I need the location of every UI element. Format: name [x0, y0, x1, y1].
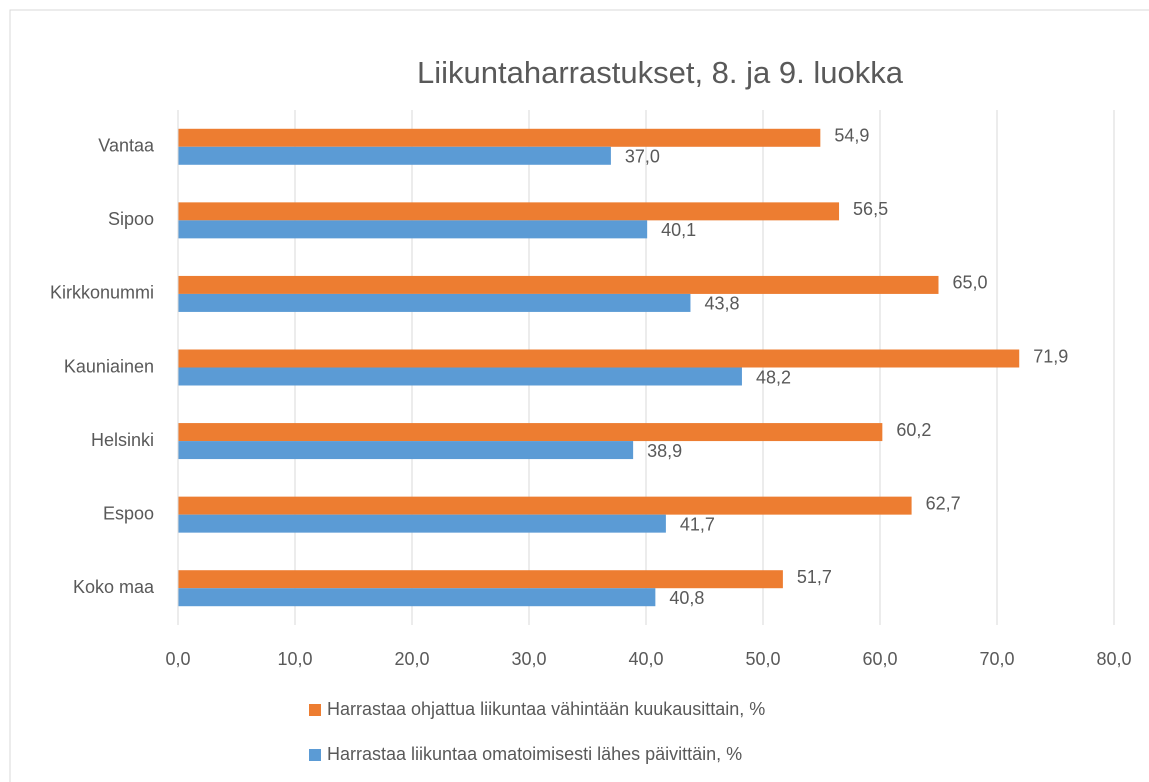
bar	[178, 275, 939, 294]
value-label: 43,8	[704, 294, 739, 314]
bar	[178, 496, 912, 515]
value-label: 62,7	[926, 493, 961, 513]
x-tick-label: 70,0	[979, 649, 1014, 669]
bar	[178, 423, 883, 442]
y-tick-label: Vantaa	[98, 136, 155, 156]
bar	[178, 202, 840, 221]
x-tick-label: 50,0	[745, 649, 780, 669]
value-label: 40,1	[661, 220, 696, 240]
value-label: 56,5	[853, 199, 888, 219]
bar	[178, 367, 742, 386]
legend-swatch	[309, 749, 321, 761]
value-label: 48,2	[756, 367, 791, 387]
value-label: 71,9	[1033, 346, 1068, 366]
value-label: 60,2	[896, 420, 931, 440]
bar	[178, 570, 783, 589]
x-tick-label: 30,0	[511, 649, 546, 669]
value-label: 38,9	[647, 441, 682, 461]
bar	[178, 588, 656, 607]
x-tick-label: 20,0	[394, 649, 429, 669]
x-tick-label: 60,0	[862, 649, 897, 669]
bar	[178, 220, 648, 239]
legend-label: Harrastaa ohjattua liikuntaa vähintään k…	[327, 699, 765, 719]
bar	[178, 441, 634, 460]
y-tick-label: Espoo	[103, 503, 154, 523]
chart-title: Liikuntaharrastukset, 8. ja 9. luokka	[417, 55, 904, 90]
x-tick-label: 10,0	[277, 649, 312, 669]
x-tick-label: 40,0	[628, 649, 663, 669]
legend-swatch	[309, 704, 321, 716]
y-tick-label: Kauniainen	[64, 356, 154, 376]
bar	[178, 349, 1020, 368]
y-tick-label: Kirkkonummi	[50, 283, 154, 303]
value-label: 54,9	[834, 126, 869, 146]
y-tick-label: Helsinki	[91, 430, 154, 450]
y-tick-label: Koko maa	[73, 577, 155, 597]
bar	[178, 128, 821, 147]
value-label: 51,7	[797, 567, 832, 587]
bar	[178, 146, 611, 165]
y-tick-label: Sipoo	[108, 209, 154, 229]
value-label: 37,0	[625, 147, 660, 167]
value-label: 65,0	[953, 273, 988, 293]
bar	[178, 293, 691, 312]
x-tick-label: 80,0	[1096, 649, 1131, 669]
bar	[178, 514, 666, 533]
value-label: 40,8	[669, 588, 704, 608]
x-tick-label: 0,0	[165, 649, 190, 669]
value-label: 41,7	[680, 514, 715, 534]
legend-label: Harrastaa liikuntaa omatoimisesti lähes …	[327, 744, 742, 764]
